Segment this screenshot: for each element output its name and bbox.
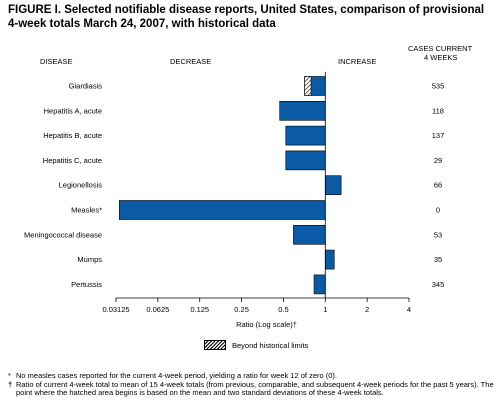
bar — [324, 249, 335, 270]
x-tick-label: 0.0625 — [146, 305, 169, 314]
footnote-mark: † — [8, 379, 13, 389]
cases-value: 29 — [434, 156, 442, 165]
bar — [279, 101, 326, 121]
cases-value: 53 — [434, 230, 442, 239]
cases-value: 66 — [434, 181, 442, 190]
legend: Beyond historical limits — [204, 340, 308, 350]
footnote-mark: * — [8, 371, 11, 380]
cases-header-line2: 4 WEEKS — [424, 53, 458, 62]
footnotes: * No measles cases reported for the curr… — [8, 371, 496, 398]
category-label: Giardiasis — [69, 82, 103, 91]
x-tick-label: 0.25 — [234, 305, 249, 314]
x-tick-label: 0.125 — [190, 305, 209, 314]
category-label: Hepatitis A, acute — [44, 106, 102, 115]
footnote-ratio: † Ratio of current 4-week total to mean … — [8, 379, 496, 398]
decrease-header: DECREASE — [170, 57, 212, 66]
disease-header: DISEASE — [40, 57, 73, 66]
bar — [324, 175, 342, 195]
figure-title: FIGURE I. Selected notifiable disease re… — [8, 4, 485, 30]
category-label: Mumps — [77, 255, 102, 264]
footnote-text: Ratio of current 4-week total to mean of… — [16, 379, 494, 397]
x-tick-label: 1 — [323, 305, 327, 314]
bar — [313, 274, 326, 295]
hatch-legend-swatch — [204, 340, 226, 350]
cases-value: 118 — [432, 106, 444, 115]
x-axis-title: Ratio (Log scale)† — [236, 320, 297, 329]
category-label: Measles* — [71, 206, 102, 215]
cases-header-line1: CASES CURRENT — [408, 44, 473, 53]
ratio-bar-chart: Giardiasis 535 Hepatitis A, acute 118 Hepati… — [24, 72, 445, 329]
bar — [118, 200, 326, 220]
legend-label: Beyond historical limits — [232, 340, 309, 350]
footnote-measles: * No measles cases reported for the curr… — [8, 371, 496, 381]
x-tick-label: 0.03125 — [102, 305, 129, 314]
cases-value: 535 — [432, 82, 445, 91]
x-tick-label: 0.5 — [278, 305, 288, 314]
category-label: Meningococcal disease — [24, 230, 102, 239]
bar — [285, 150, 326, 171]
beyond-limits-hatch — [304, 76, 312, 96]
cases-value: 0 — [436, 206, 440, 215]
cases-value: 137 — [432, 131, 445, 140]
category-label: Legionellosis — [59, 181, 103, 190]
x-tick-label: 4 — [407, 305, 411, 314]
footnote-text: No measles cases reported for the curren… — [16, 371, 337, 380]
cases-value: 345 — [432, 280, 445, 289]
bar — [285, 125, 326, 146]
category-label: Hepatitis C, acute — [43, 156, 102, 165]
increase-header: INCREASE — [338, 57, 377, 66]
category-label: Pertussis — [71, 280, 102, 289]
x-tick-label: 2 — [365, 305, 369, 314]
category-label: Hepatitis B, acute — [43, 131, 102, 140]
bar — [293, 225, 326, 245]
cases-value: 35 — [434, 255, 442, 264]
